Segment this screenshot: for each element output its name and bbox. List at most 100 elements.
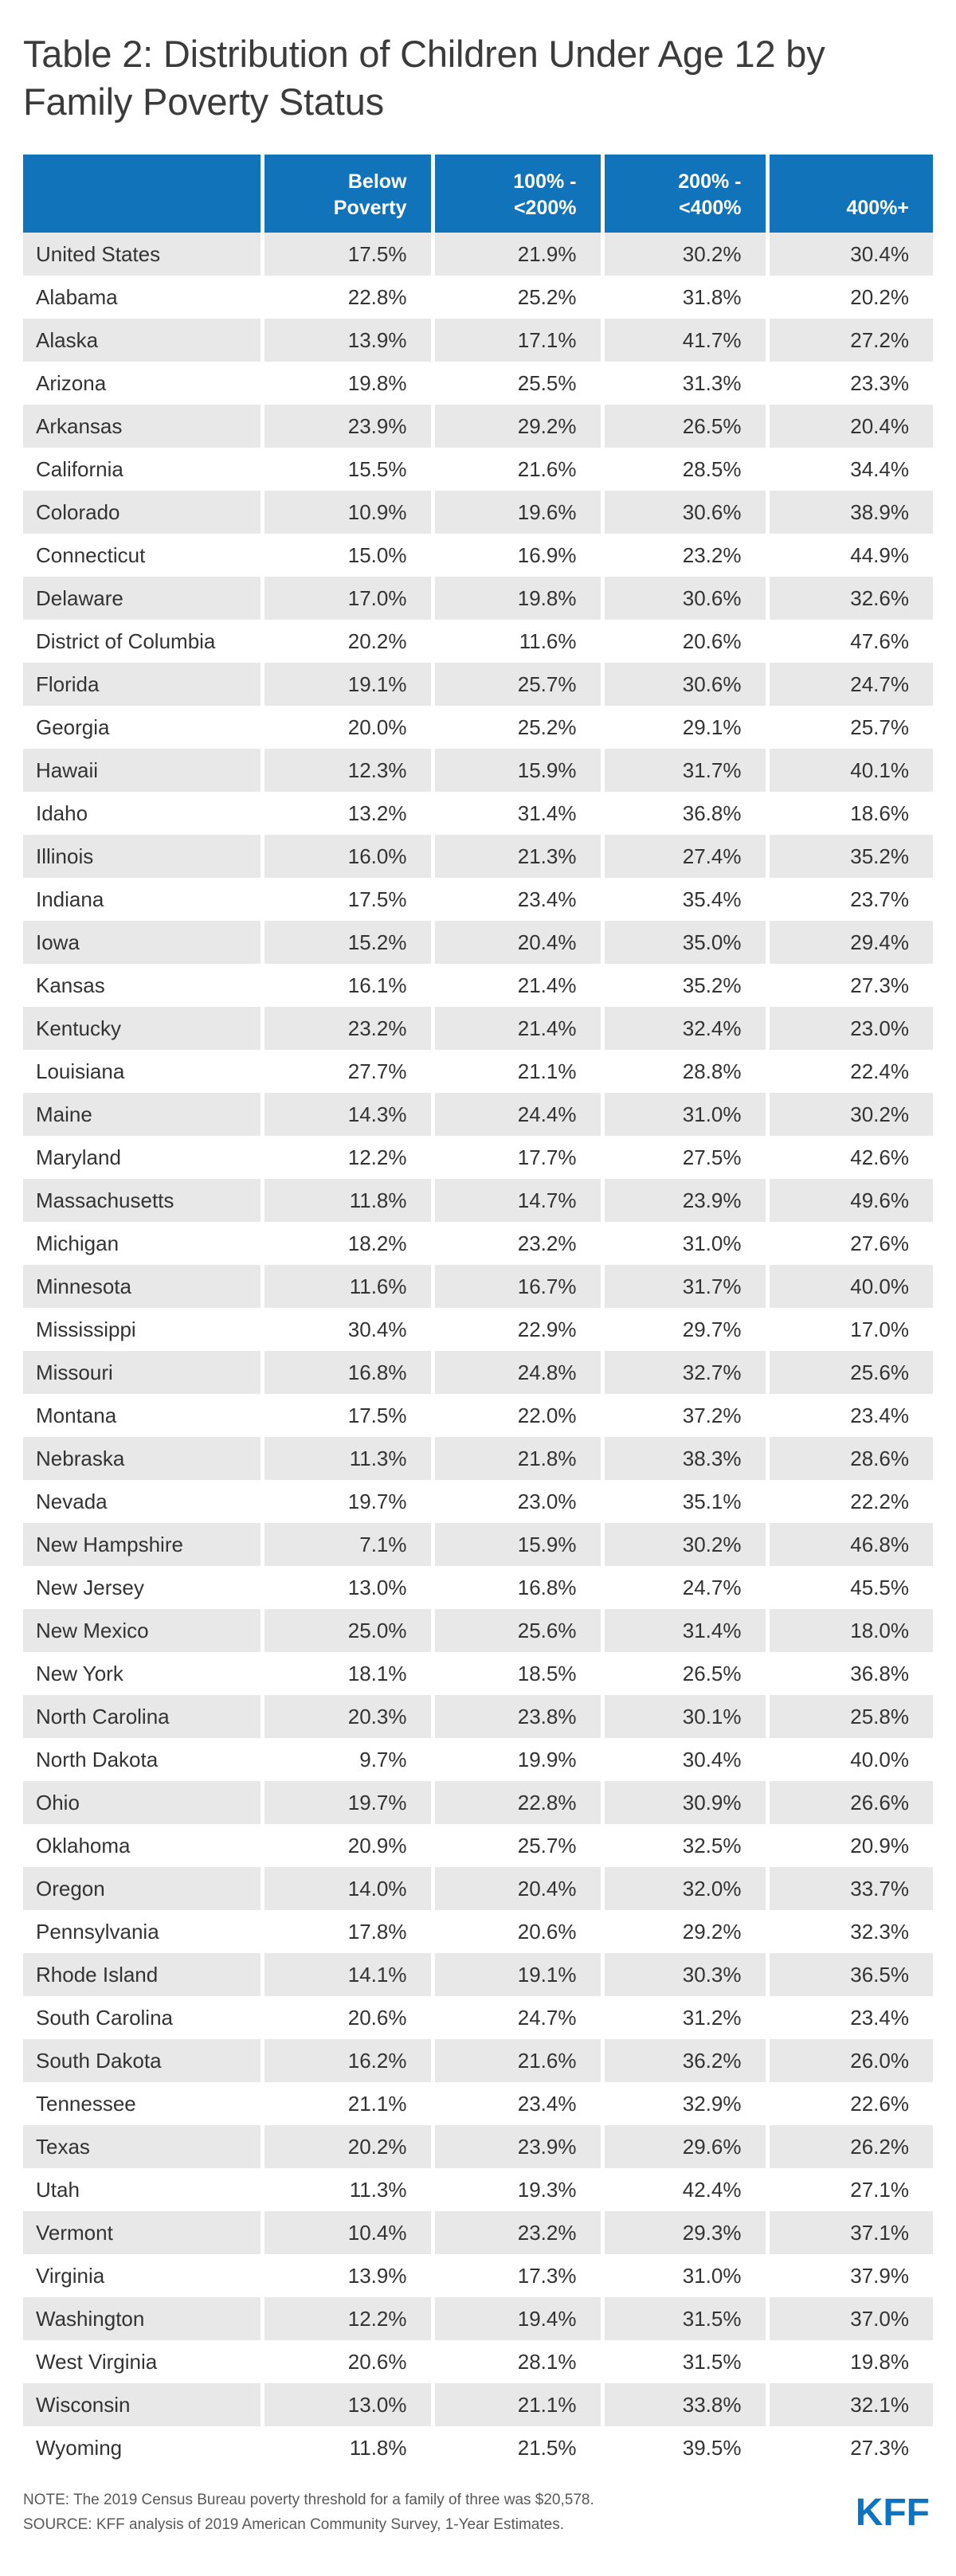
row-label: Louisiana bbox=[23, 1050, 262, 1094]
value-cell: 27.6% bbox=[765, 1222, 933, 1266]
value-cell: 30.2% bbox=[600, 1523, 767, 1567]
value-cell: 19.8% bbox=[765, 2340, 933, 2384]
value-cell: 28.1% bbox=[430, 2340, 602, 2384]
table-row: District of Columbia 20.2% 11.6% 20.6% 47.6% bbox=[23, 620, 933, 664]
table-row: Pennsylvania 17.8% 20.6% 29.2% 32.3% bbox=[23, 1910, 933, 1954]
value-cell: 19.7% bbox=[260, 1480, 433, 1524]
table-row: California 15.5% 21.6% 28.5% 34.4% bbox=[23, 448, 933, 491]
value-cell: 22.2% bbox=[765, 1480, 933, 1524]
value-cell: 20.6% bbox=[260, 2340, 433, 2384]
value-cell: 19.9% bbox=[430, 1738, 602, 1782]
table-row: Louisiana 27.7% 21.1% 28.8% 22.4% bbox=[23, 1050, 933, 1094]
value-cell: 14.7% bbox=[430, 1179, 602, 1223]
value-cell: 24.7% bbox=[430, 1996, 602, 2040]
value-cell: 23.4% bbox=[430, 878, 602, 922]
value-cell: 30.9% bbox=[600, 1781, 767, 1825]
value-cell: 15.9% bbox=[430, 1523, 602, 1567]
value-cell: 22.0% bbox=[430, 1394, 602, 1438]
value-cell: 20.2% bbox=[260, 2125, 433, 2169]
table-row: Arkansas 23.9% 29.2% 26.5% 20.4% bbox=[23, 405, 933, 448]
row-label: Arizona bbox=[23, 362, 262, 405]
value-cell: 23.4% bbox=[765, 1996, 933, 2040]
table-row: Utah 11.3% 19.3% 42.4% 27.1% bbox=[23, 2168, 933, 2212]
value-cell: 30.6% bbox=[600, 577, 767, 621]
value-cell: 44.9% bbox=[765, 534, 933, 577]
row-label: Rhode Island bbox=[23, 1953, 262, 1997]
row-label: Maryland bbox=[23, 1136, 262, 1180]
table-row: Nebraska 11.3% 21.8% 38.3% 28.6% bbox=[23, 1437, 933, 1481]
value-cell: 19.7% bbox=[260, 1781, 433, 1825]
value-cell: 29.7% bbox=[600, 1308, 767, 1352]
value-cell: 19.8% bbox=[430, 577, 602, 621]
value-cell: 19.1% bbox=[430, 1953, 602, 1997]
row-label: Florida bbox=[23, 663, 262, 707]
table-row: New Jersey 13.0% 16.8% 24.7% 45.5% bbox=[23, 1566, 933, 1610]
table-row: Idaho 13.2% 31.4% 36.8% 18.6% bbox=[23, 792, 933, 836]
column-header: 400%+ bbox=[765, 155, 933, 233]
table-row: Georgia 20.0% 25.2% 29.1% 25.7% bbox=[23, 706, 933, 750]
kff-logo: KFF bbox=[855, 2492, 930, 2535]
row-label: South Carolina bbox=[23, 1996, 262, 2040]
row-label: Maine bbox=[23, 1093, 262, 1137]
row-label: Connecticut bbox=[23, 534, 262, 577]
value-cell: 33.8% bbox=[600, 2383, 767, 2427]
value-cell: 28.5% bbox=[600, 448, 767, 491]
table-row: Hawaii 12.3% 15.9% 31.7% 40.1% bbox=[23, 749, 933, 793]
value-cell: 21.9% bbox=[430, 233, 602, 276]
value-cell: 14.0% bbox=[260, 1867, 433, 1911]
value-cell: 35.0% bbox=[600, 921, 767, 965]
value-cell: 23.2% bbox=[600, 534, 767, 577]
row-label: New Mexico bbox=[23, 1609, 262, 1653]
value-cell: 11.8% bbox=[260, 2426, 433, 2470]
value-cell: 36.8% bbox=[765, 1652, 933, 1696]
row-label: United States bbox=[23, 233, 262, 276]
value-cell: 27.3% bbox=[765, 2426, 933, 2470]
table-row: Arizona 19.8% 25.5% 31.3% 23.3% bbox=[23, 362, 933, 405]
table-row: New Mexico 25.0% 25.6% 31.4% 18.0% bbox=[23, 1609, 933, 1653]
value-cell: 25.0% bbox=[260, 1609, 433, 1653]
value-cell: 23.9% bbox=[430, 2125, 602, 2169]
row-label: West Virginia bbox=[23, 2340, 262, 2384]
value-cell: 45.5% bbox=[765, 1566, 933, 1610]
value-cell: 31.5% bbox=[600, 2340, 767, 2384]
table-row: Tennessee 21.1% 23.4% 32.9% 22.6% bbox=[23, 2082, 933, 2126]
value-cell: 31.4% bbox=[430, 792, 602, 836]
value-cell: 21.3% bbox=[430, 835, 602, 879]
value-cell: 21.4% bbox=[430, 1007, 602, 1051]
row-label: South Dakota bbox=[23, 2039, 262, 2083]
value-cell: 21.6% bbox=[430, 2039, 602, 2083]
value-cell: 21.6% bbox=[430, 448, 602, 491]
value-cell: 24.7% bbox=[765, 663, 933, 707]
value-cell: 14.1% bbox=[260, 1953, 433, 1997]
table-row: Washington 12.2% 19.4% 31.5% 37.0% bbox=[23, 2297, 933, 2341]
row-label: Oklahoma bbox=[23, 1824, 262, 1868]
row-label: Kansas bbox=[23, 964, 262, 1008]
value-cell: 32.7% bbox=[600, 1351, 767, 1395]
value-cell: 31.8% bbox=[600, 276, 767, 319]
row-label: Missouri bbox=[23, 1351, 262, 1395]
value-cell: 24.7% bbox=[600, 1566, 767, 1610]
value-cell: 35.2% bbox=[600, 964, 767, 1008]
value-cell: 22.9% bbox=[430, 1308, 602, 1352]
row-label: Pennsylvania bbox=[23, 1910, 262, 1954]
value-cell: 27.2% bbox=[765, 319, 933, 362]
value-cell: 17.7% bbox=[430, 1136, 602, 1180]
table-row: Mississippi 30.4% 22.9% 29.7% 17.0% bbox=[23, 1308, 933, 1352]
row-label: Vermont bbox=[23, 2211, 262, 2255]
row-label: Alabama bbox=[23, 276, 262, 319]
value-cell: 35.1% bbox=[600, 1480, 767, 1524]
value-cell: 15.0% bbox=[260, 534, 433, 577]
value-cell: 21.4% bbox=[430, 964, 602, 1008]
row-label: Ohio bbox=[23, 1781, 262, 1825]
row-label: Idaho bbox=[23, 792, 262, 836]
value-cell: 23.0% bbox=[765, 1007, 933, 1051]
value-cell: 25.7% bbox=[430, 1824, 602, 1868]
value-cell: 42.6% bbox=[765, 1136, 933, 1180]
value-cell: 32.4% bbox=[600, 1007, 767, 1051]
value-cell: 16.8% bbox=[430, 1566, 602, 1610]
value-cell: 15.9% bbox=[430, 749, 602, 793]
value-cell: 24.8% bbox=[430, 1351, 602, 1395]
value-cell: 30.6% bbox=[600, 663, 767, 707]
value-cell: 35.4% bbox=[600, 878, 767, 922]
value-cell: 31.7% bbox=[600, 1265, 767, 1309]
